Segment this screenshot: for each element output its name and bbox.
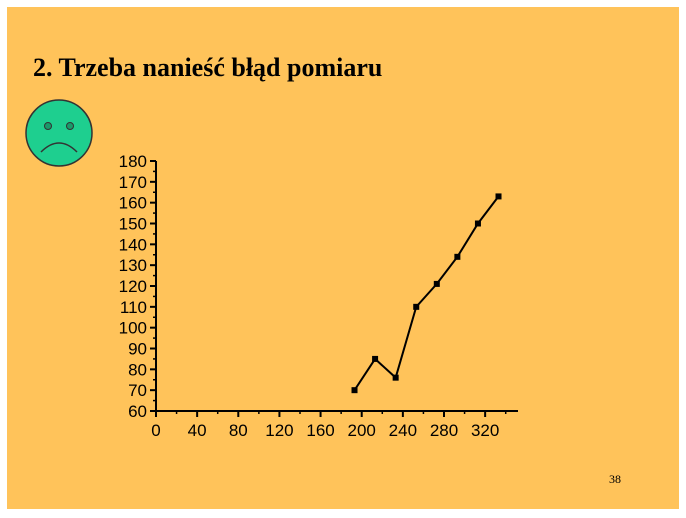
- y-tick-label: 70: [128, 381, 147, 400]
- data-point: [454, 253, 461, 260]
- x-tick-label: 200: [348, 421, 376, 440]
- sad-face-icon: [25, 99, 93, 167]
- page-number: 38: [609, 472, 621, 486]
- series-line: [353, 195, 500, 391]
- y-tick-label: 80: [128, 360, 147, 379]
- data-point: [495, 193, 502, 200]
- slide-title: 2. Trzeba nanieść błąd pomiaru: [33, 53, 383, 82]
- y-tick-label: 170: [119, 173, 147, 192]
- y-tick-label: 150: [119, 215, 147, 234]
- x-tick-label: 240: [389, 421, 417, 440]
- x-tick-label: 120: [265, 421, 293, 440]
- y-tick-label: 100: [119, 319, 147, 338]
- x-tick-label: 320: [471, 421, 499, 440]
- data-point: [433, 280, 440, 287]
- y-tick-label: 160: [119, 194, 147, 213]
- data-point: [392, 374, 399, 381]
- data-point: [372, 355, 379, 362]
- slide: 2. Trzeba nanieść błąd pomiaru 60 70 80 90 1…: [7, 7, 679, 509]
- y-tick-label: 120: [119, 277, 147, 296]
- y-tick-label: 140: [119, 235, 147, 254]
- x-tick-label: 160: [306, 421, 334, 440]
- y-tick-label: 180: [119, 152, 147, 171]
- y-tick-label: 110: [120, 298, 147, 317]
- x-tick-label: 40: [188, 421, 207, 440]
- data-point: [413, 303, 420, 310]
- x-tick-label: 80: [229, 421, 248, 440]
- y-tick-label: 60: [128, 402, 147, 421]
- x-tick-label: 280: [430, 421, 458, 440]
- x-tick-label: 0: [151, 421, 160, 440]
- y-tick-label: 90: [128, 340, 147, 359]
- data-point: [474, 220, 481, 227]
- data-point: [351, 387, 358, 394]
- y-tick-label: 130: [119, 256, 147, 275]
